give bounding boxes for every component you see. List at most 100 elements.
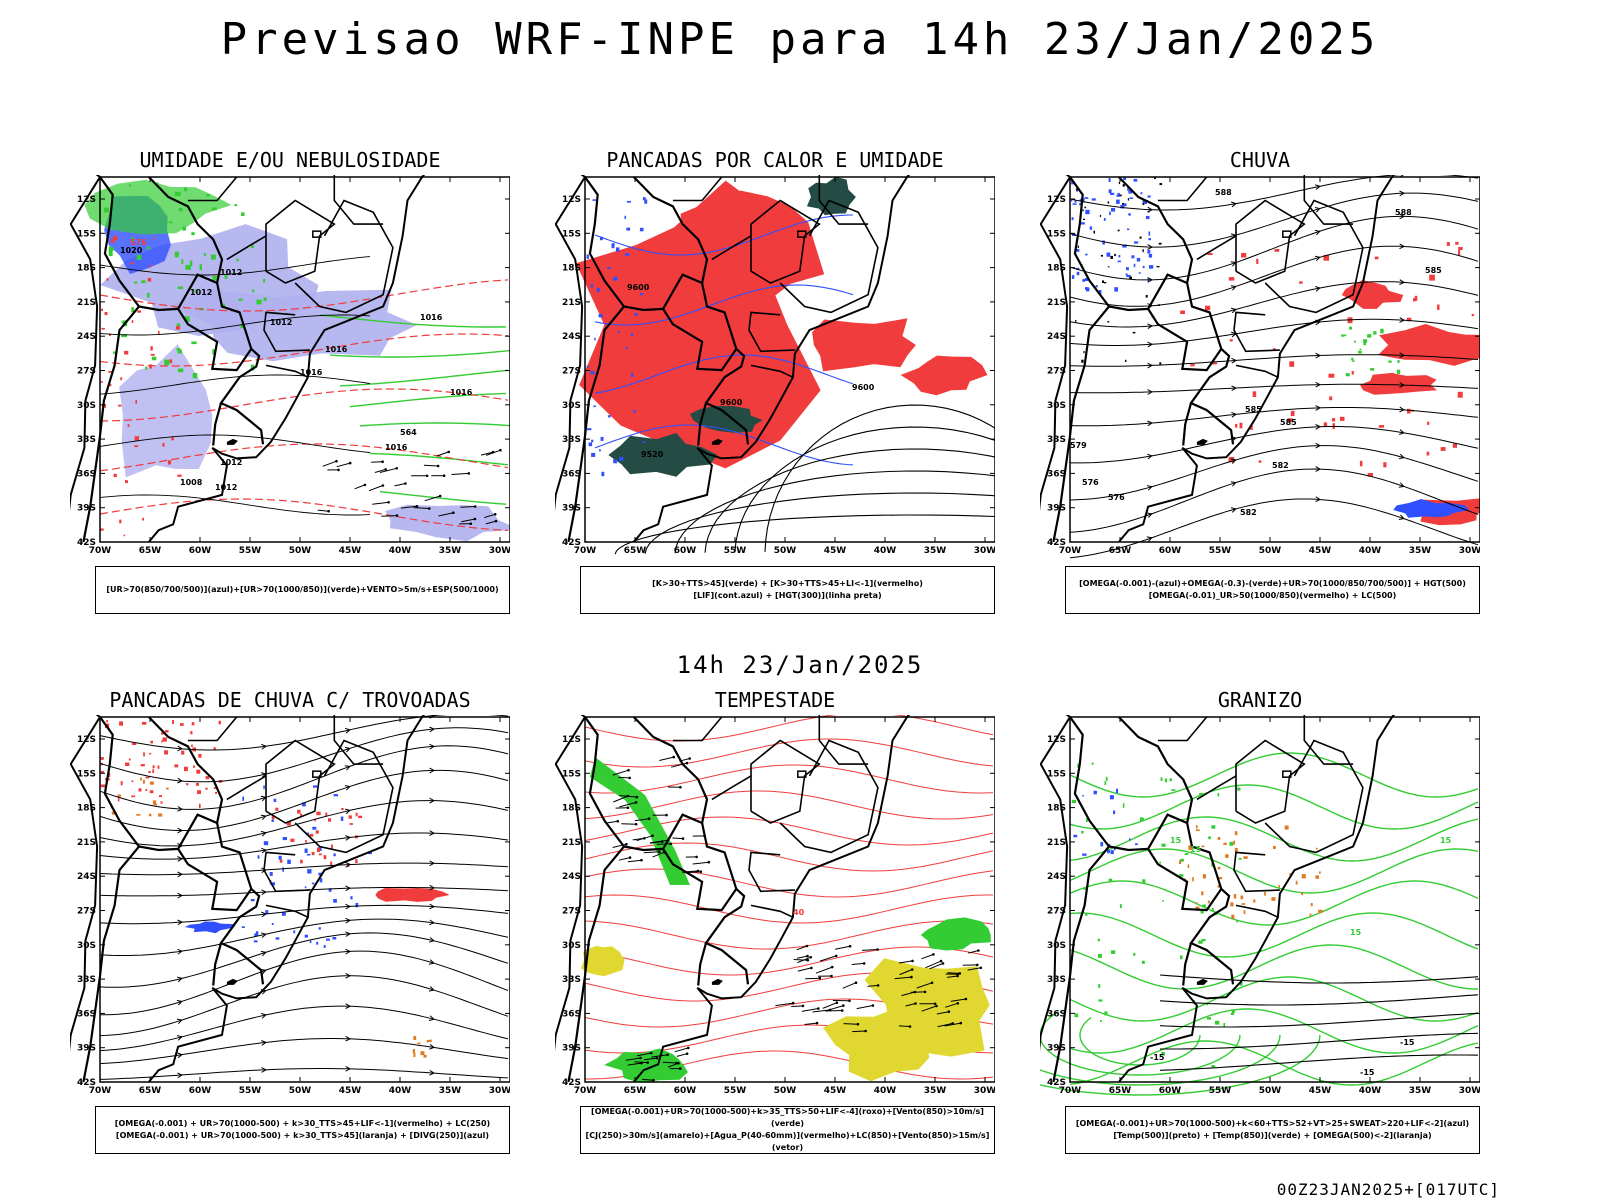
humidity-speckle [146,246,151,250]
hail-speckle [1082,853,1087,856]
temperature-speckle [1198,940,1203,944]
thunderstorm-speckle [186,783,189,786]
streamline-arrow [429,1069,436,1076]
country-border [1069,716,1188,852]
wind-vector-head [473,505,477,508]
divergence-speckle [319,878,323,883]
hail-speckle [1135,843,1138,846]
hail-speckle [1082,795,1084,797]
storm-orange-speckle [429,1039,432,1042]
streamline-arrow [1315,352,1322,359]
omega-orange-speckle [1179,860,1182,864]
streamline-arrow [345,1035,352,1042]
lon-tick-label: 65W [139,546,162,556]
wind-vector [336,462,351,468]
geography-layer [1040,715,1396,1083]
thickness-speckle [162,442,165,447]
height-contour [764,404,995,552]
omega-orange-speckle [1217,866,1221,870]
humidity-fields [84,179,510,542]
wind-vector [636,1052,652,1057]
thunderstorm-speckle [145,788,148,791]
storm-orange-speckle [148,813,152,817]
pressure-contour [99,314,371,336]
wind-vector-head [473,517,477,521]
humidity-speckle [176,348,181,351]
streamline-arrow [176,1035,183,1041]
thunderstorm-speckle [287,821,291,825]
wind-vector [676,1053,688,1057]
wind-vector [451,472,469,475]
state-border [1157,176,1208,202]
lifted-index-speckle [626,227,631,231]
omega-speckle [1122,184,1125,187]
wind-vector [674,1047,689,1053]
rain-speckle [1241,253,1247,258]
lat-tick-label: 33S [1047,435,1066,445]
divergence-speckle [263,841,269,846]
lat-tick-label: 27S [77,907,96,917]
lat-tick-label: 18S [77,804,96,814]
divergence-speckle [304,848,308,853]
storm-orange-speckle [412,1049,415,1054]
wind-vector-head [658,850,661,854]
contour-label: 576 [1108,493,1125,502]
wind-vector-head [956,1002,960,1005]
rain-speckle [1228,277,1235,281]
thickness-speckle [124,350,129,355]
wind-vector-head [442,474,446,478]
rain-speckle [1455,241,1459,245]
lon-tick-label: 65W [1109,1086,1132,1096]
contour-labels: 40 [793,908,805,917]
height-contour [614,514,995,555]
lat-tick-label: 36S [1047,1009,1066,1019]
wind-vector-head [679,785,682,789]
country-border [567,845,625,1083]
rain-speckle [1427,421,1430,425]
rain-area [1360,373,1437,395]
omega-orange-speckle [1243,856,1248,859]
thunderstorm-speckle [309,833,314,837]
streamline [99,769,509,831]
omega-speckle [1122,202,1124,205]
lat-tick-label: 39S [77,1044,96,1054]
thunderstorm-speckle [162,737,167,742]
wind-vector-head [910,968,914,971]
wind-vector-head [976,963,979,967]
thunderstorm-speckle [131,743,137,745]
wind-vector-head [395,514,399,517]
thunderstorm-speckle [199,803,201,809]
omega-speckle [1159,183,1163,186]
lon-tick-label: 70W [89,546,112,556]
contour-label: 1012 [220,268,242,277]
lat-tick-label: 15S [562,769,581,779]
wind-vector [460,506,476,508]
wind-vector [819,955,837,962]
contour-label: 1012 [190,288,212,297]
omega-orange-speckle [1315,875,1319,879]
thunderstorm-speckle [271,815,275,820]
humidity-speckle [184,187,188,192]
temperature-speckle [1133,953,1136,956]
streamline-arrow [261,847,268,854]
wind-vector-head [805,944,809,948]
coastline [70,175,102,512]
omega-orange-speckle [1225,854,1229,858]
omega-strong-speckle [1342,334,1347,337]
lifted-index-contour [594,354,854,394]
lon-tick-label: 40W [874,1086,897,1096]
rain-speckle [1205,305,1211,311]
omega-speckle [1098,290,1102,294]
thunderstorm-speckle [315,830,319,834]
divergence-speckle [242,796,245,801]
omega-speckle [1072,203,1077,205]
omega-speckle [1154,177,1156,180]
temperature-500-contour [1159,1012,1479,1028]
lifted-index-speckle [598,314,603,318]
streamline-arrow [177,827,184,834]
streamline-arrow [429,830,436,836]
thunderstorm-speckle [213,747,216,751]
water-vapor-contour [584,764,994,794]
wind-vector-head [616,819,620,823]
